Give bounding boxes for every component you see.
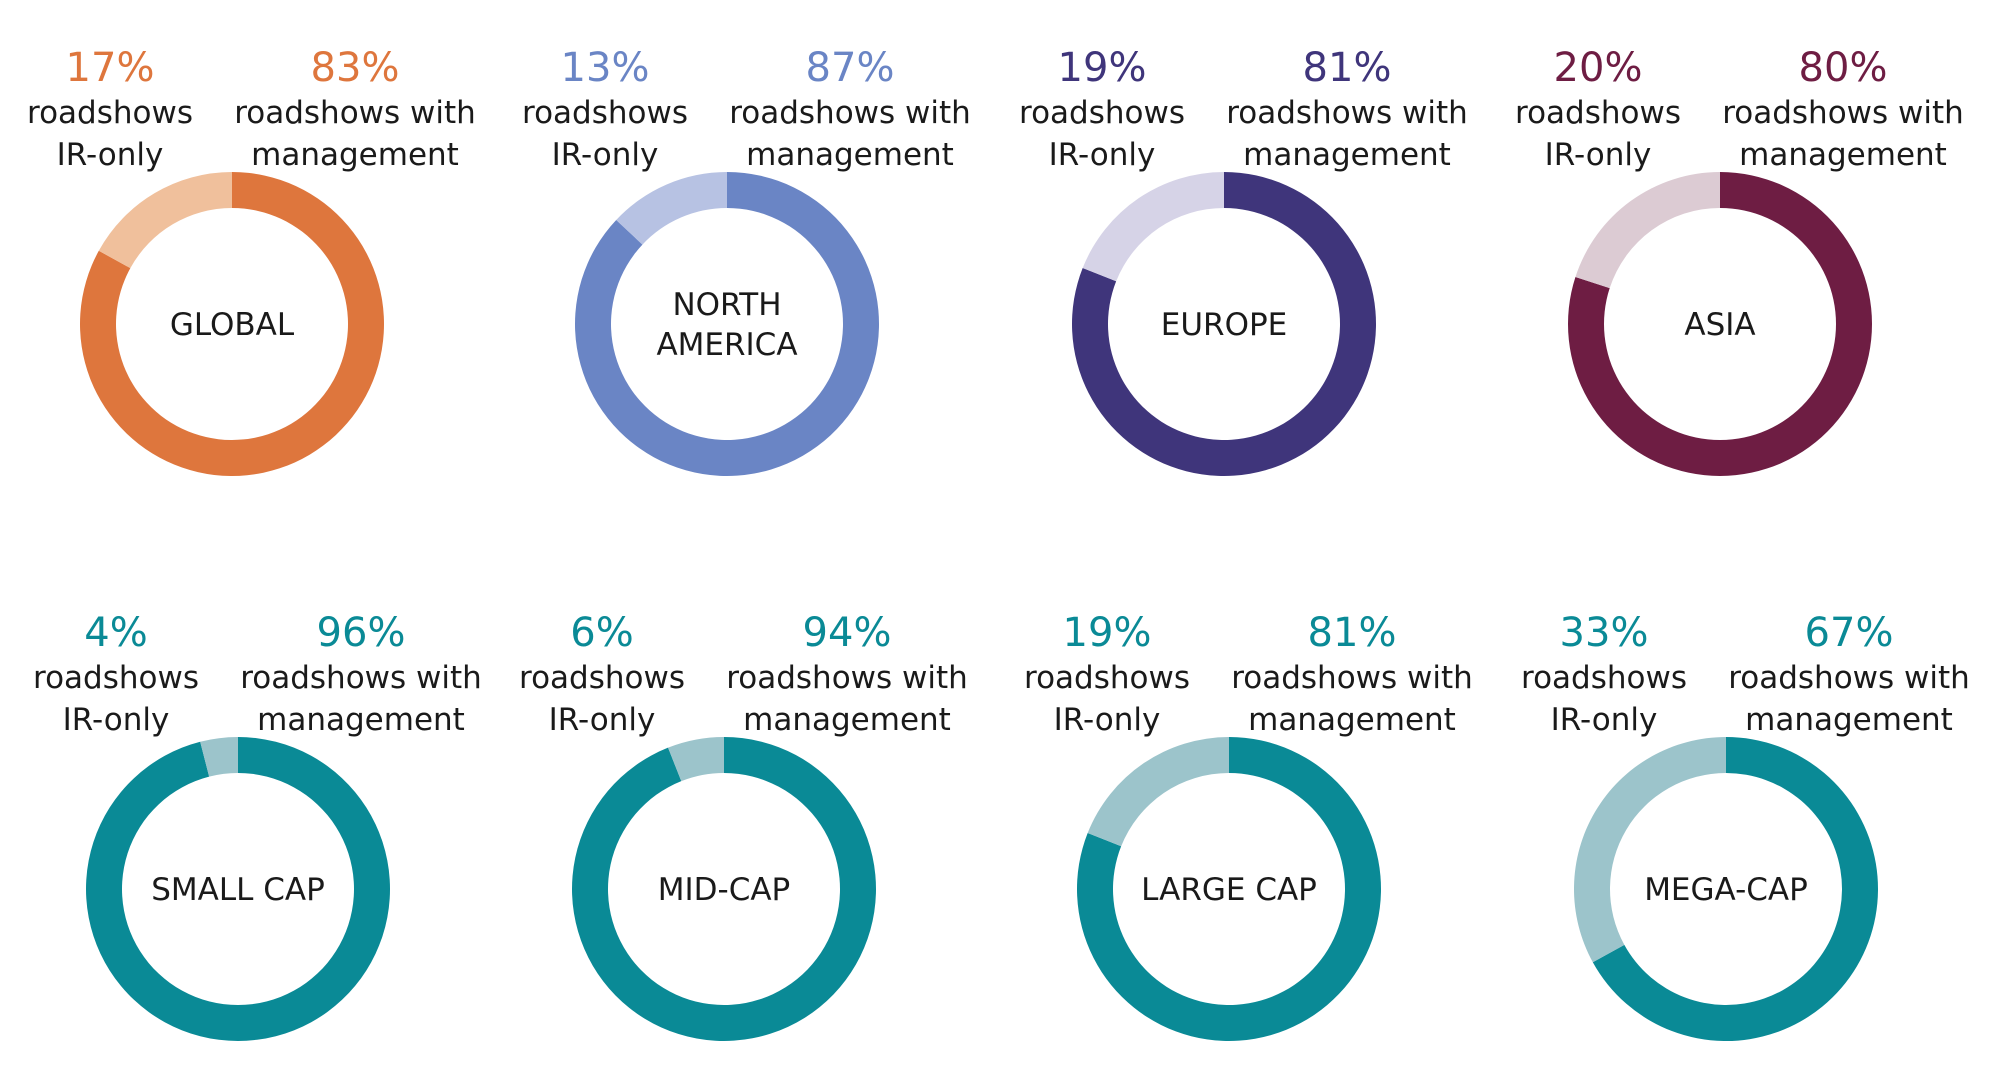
ir-only-percent-label: 17% [65, 45, 155, 91]
donut-block-mid-cap: 6% 94% roadshows IR-only roadshows with manag… [492, 565, 992, 1085]
ir-only-label: roadshows IR-only [1504, 657, 1704, 741]
ir-only-label-line1: roadshows [33, 660, 199, 696]
donut-center-label: AMERICA [656, 327, 797, 363]
management-percent-label: 81% [1307, 610, 1397, 656]
slice-ir-only [616, 172, 727, 245]
donut-ring: LARGE CAP [1077, 737, 1381, 1041]
ir-only-label-line2: IR-only [548, 702, 656, 738]
donut-block-large-cap: 19% 81% roadshows IR-only roadshows with mana… [997, 565, 1497, 1085]
donut-center-label: LARGE CAP [1141, 872, 1317, 908]
donut-block-mega-cap: 33% 67% roadshows IR-only roadshows with mana… [1494, 565, 1994, 1085]
management-label-line1: roadshows with [234, 95, 476, 131]
donut-block-small-cap: 4% 96% roadshows IR-only roadshows with manag… [6, 565, 506, 1085]
management-label-line2: management [1745, 702, 1953, 738]
ir-only-percent-label: 13% [560, 45, 650, 91]
management-label-line2: management [257, 702, 465, 738]
donut-ring: GLOBAL [80, 172, 384, 476]
management-label-line2: management [1739, 137, 1947, 173]
ir-only-label-line2: IR-only [1053, 702, 1161, 738]
management-percent-label: 83% [310, 45, 400, 91]
donut-ring: MID-CAP [572, 737, 876, 1041]
slice-ir-only [1574, 737, 1726, 963]
management-label-line2: management [1243, 137, 1451, 173]
donut-center-label: GLOBAL [170, 307, 295, 343]
management-label: roadshows with management [1212, 92, 1482, 176]
ir-only-label-line2: IR-only [1550, 702, 1658, 738]
ir-only-percent-label: 19% [1062, 610, 1152, 656]
management-label-line2: management [746, 137, 954, 173]
management-percent-label: 81% [1302, 45, 1392, 91]
ir-only-percent-label: 6% [570, 610, 634, 656]
donut-ring: EUROPE [1072, 172, 1376, 476]
management-label-line1: roadshows with [1231, 660, 1473, 696]
ir-only-label: roadshows IR-only [10, 92, 210, 176]
ir-only-percent-label: 33% [1559, 610, 1649, 656]
donut-ring: SMALL CAP [86, 737, 391, 1041]
management-label-line1: roadshows with [1722, 95, 1964, 131]
management-label: roadshows with management [220, 92, 490, 176]
ir-only-label-line2: IR-only [1544, 137, 1652, 173]
ir-only-label-line1: roadshows [1515, 95, 1681, 131]
donut-center-label: ASIA [1684, 307, 1755, 343]
ir-only-label-line1: roadshows [1521, 660, 1687, 696]
management-label-line1: roadshows with [726, 660, 968, 696]
ir-only-label-line1: roadshows [27, 95, 193, 131]
ir-only-label: roadshows IR-only [1007, 657, 1207, 741]
donut-block-asia: 20% 80% roadshows IR-only roadshows with mana… [1488, 0, 1988, 520]
management-label: roadshows with management [1708, 92, 1978, 176]
ir-only-label-line1: roadshows [522, 95, 688, 131]
donut-center-label: MID-CAP [658, 872, 791, 908]
management-label: roadshows with management [712, 657, 982, 741]
ir-only-label: roadshows IR-only [1002, 92, 1202, 176]
ir-only-label-line1: roadshows [519, 660, 685, 696]
slice-ir-only [1082, 172, 1224, 282]
management-label-line1: roadshows with [1728, 660, 1970, 696]
donut-center-label: NORTH [672, 287, 781, 323]
management-percent-label: 80% [1798, 45, 1888, 91]
ir-only-percent-label: 20% [1553, 45, 1643, 91]
management-label-line2: management [1248, 702, 1456, 738]
donut-ring: NORTH AMERICA [575, 172, 879, 476]
management-percent-label: 87% [805, 45, 895, 91]
management-percent-label: 67% [1804, 610, 1894, 656]
donut-block-north-america: 13% 87% roadshows IR-only roadshows with mana… [495, 0, 995, 520]
ir-only-label: roadshows IR-only [1498, 92, 1698, 176]
management-label: roadshows with management [1714, 657, 1984, 741]
ir-only-label-line2: IR-only [56, 137, 164, 173]
ir-only-label-line1: roadshows [1024, 660, 1190, 696]
management-label: roadshows with management [226, 657, 496, 741]
management-label-line2: management [743, 702, 951, 738]
ir-only-label: roadshows IR-only [502, 657, 702, 741]
donut-block-global: 17% 83% roadshows IR-only roadshows with mana… [0, 0, 500, 520]
ir-only-label-line1: roadshows [1019, 95, 1185, 131]
management-label-line1: roadshows with [1226, 95, 1468, 131]
management-percent-label: 94% [802, 610, 892, 656]
ir-only-label: roadshows IR-only [16, 657, 216, 741]
management-label-line1: roadshows with [240, 660, 482, 696]
slice-ir-only [1575, 172, 1720, 289]
management-label: roadshows with management [715, 92, 985, 176]
ir-only-percent-label: 4% [84, 610, 148, 656]
donut-block-europe: 19% 81% roadshows IR-only roadshows with mana… [992, 0, 1492, 520]
ir-only-label-line2: IR-only [62, 702, 170, 738]
slice-ir-only [98, 172, 232, 269]
donut-ring: MEGA-CAP [1574, 737, 1878, 1041]
ir-only-percent-label: 19% [1057, 45, 1147, 91]
management-label: roadshows with management [1217, 657, 1487, 741]
ir-only-label-line2: IR-only [1048, 137, 1156, 173]
management-percent-label: 96% [316, 610, 406, 656]
donut-center-label: MEGA-CAP [1644, 872, 1808, 908]
management-label-line2: management [251, 137, 459, 173]
donut-center-label: EUROPE [1161, 307, 1288, 343]
ir-only-label-line2: IR-only [551, 137, 659, 173]
donut-center-label: SMALL CAP [151, 872, 325, 908]
donut-ring: ASIA [1568, 172, 1872, 476]
slice-ir-only [668, 737, 724, 782]
slice-ir-only [200, 737, 238, 777]
management-label-line1: roadshows with [729, 95, 971, 131]
slice-ir-only [1087, 737, 1229, 847]
ir-only-label: roadshows IR-only [505, 92, 705, 176]
